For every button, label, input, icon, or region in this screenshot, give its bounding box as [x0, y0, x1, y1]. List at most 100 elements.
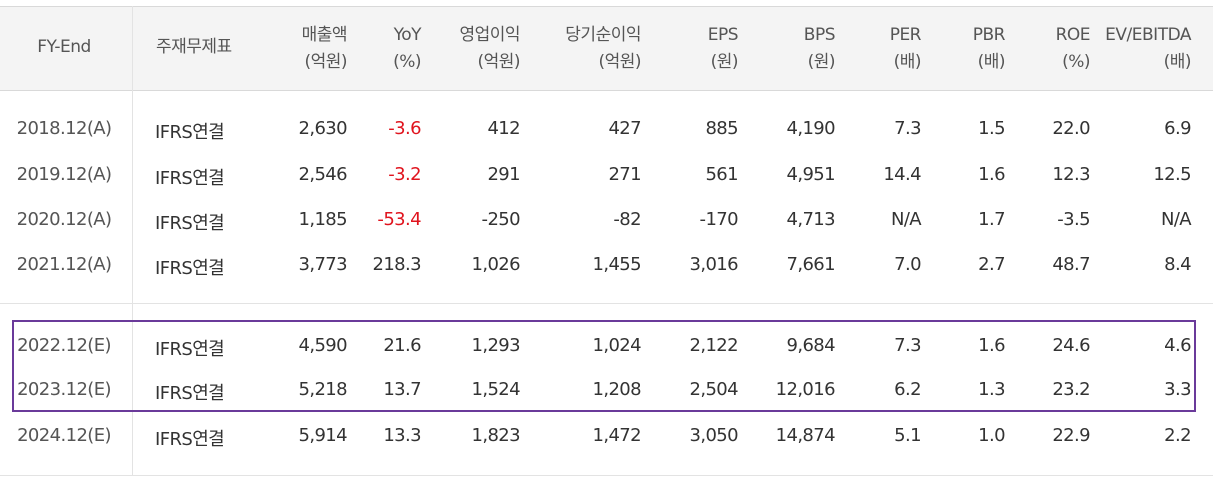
cell-roe: 23.2 [1052, 379, 1090, 400]
header-unit: (%) [1062, 52, 1090, 72]
cell-per: 14.4 [883, 164, 921, 185]
cell-fy-end: 2022.12(E) [17, 335, 111, 356]
header-operating-profit: 영업이익 (억원) [459, 22, 520, 76]
header-unit: (%) [393, 52, 421, 72]
cell-pbr: 1.3 [978, 379, 1005, 400]
cell-yoy: 13.7 [383, 379, 421, 400]
cell-bps: 9,684 [786, 335, 835, 356]
cell-per: 7.3 [894, 335, 921, 356]
cell-revenue: 2,546 [298, 164, 347, 185]
header-per: PER (배) [889, 22, 922, 76]
cell-roe: -3.5 [1057, 209, 1090, 230]
header-label: PER [889, 25, 922, 45]
cell-pbr: 1.0 [978, 425, 1005, 446]
header-label: 당기순이익 [565, 25, 641, 45]
header-label: EPS [707, 25, 739, 45]
cell-bps: 4,951 [786, 164, 835, 185]
header-net-income: 당기순이익 (억원) [565, 22, 641, 76]
cell-yoy: -3.2 [388, 164, 421, 185]
header-ev-ebitda: EV/EBITDA (배) [1105, 22, 1191, 76]
cell-eps: 2,504 [689, 379, 738, 400]
cell-operating-profit: 1,293 [471, 335, 520, 356]
header-unit: (억원) [598, 52, 641, 72]
cell-yoy: 21.6 [383, 335, 421, 356]
cell-pbr: 1.5 [978, 118, 1005, 139]
header-fy-end: FY-End [9, 34, 119, 61]
cell-statement: IFRS연결 [155, 213, 225, 234]
cell-per: 6.2 [894, 379, 921, 400]
cell-ev-ebitda: 12.5 [1153, 164, 1191, 185]
cell-operating-profit: 1,524 [471, 379, 520, 400]
cell-fy-end: 2018.12(A) [16, 118, 112, 139]
cell-statement: IFRS연결 [155, 168, 225, 189]
header-yoy: YoY (%) [393, 22, 421, 76]
cell-roe: 22.9 [1052, 425, 1090, 446]
cell-pbr: 2.7 [978, 254, 1005, 275]
cell-yoy: 13.3 [383, 425, 421, 446]
cell-net-income: 1,024 [592, 335, 641, 356]
estimate-highlight-box [12, 320, 1196, 412]
cell-fy-end: 2021.12(A) [16, 254, 112, 275]
cell-statement: IFRS연결 [155, 258, 225, 279]
header-unit: (원) [807, 52, 836, 72]
cell-ev-ebitda: 2.2 [1164, 425, 1191, 446]
header-eps: EPS (원) [707, 22, 739, 76]
header-statement: 주재무제표 [156, 34, 232, 61]
header-label: ROE [1055, 25, 1091, 45]
table-header [0, 6, 1213, 91]
header-unit: (배) [977, 52, 1006, 72]
cell-ev-ebitda: 6.9 [1164, 118, 1191, 139]
header-label: BPS [803, 25, 836, 45]
cell-statement: IFRS연결 [155, 383, 225, 404]
cell-operating-profit: -250 [481, 209, 521, 230]
cell-operating-profit: 1,026 [471, 254, 520, 275]
cell-net-income: 1,208 [592, 379, 641, 400]
cell-ev-ebitda: N/A [1160, 209, 1192, 230]
cell-bps: 4,190 [786, 118, 835, 139]
cell-per: N/A [890, 209, 922, 230]
cell-revenue: 4,590 [298, 335, 347, 356]
header-unit: (원) [710, 52, 739, 72]
cell-eps: -170 [699, 209, 739, 230]
cell-bps: 14,874 [775, 425, 836, 446]
cell-revenue: 2,630 [298, 118, 347, 139]
cell-pbr: 1.6 [978, 335, 1005, 356]
cell-revenue: 1,185 [298, 209, 347, 230]
header-label: FY-End [37, 37, 91, 57]
cell-statement: IFRS연결 [155, 339, 225, 360]
cell-pbr: 1.7 [978, 209, 1005, 230]
header-roe: ROE (%) [1055, 22, 1091, 76]
cell-ev-ebitda: 8.4 [1164, 254, 1191, 275]
cell-statement: IFRS연결 [155, 429, 225, 450]
cell-eps: 561 [705, 164, 738, 185]
header-pbr: PBR (배) [973, 22, 1006, 76]
cell-eps: 885 [705, 118, 738, 139]
header-bps: BPS (원) [803, 22, 836, 76]
cell-bps: 7,661 [786, 254, 835, 275]
header-unit: (억원) [304, 52, 347, 72]
column-divider [132, 6, 133, 476]
cell-net-income: 427 [608, 118, 641, 139]
cell-net-income: 1,455 [592, 254, 641, 275]
cell-fy-end: 2023.12(E) [17, 379, 111, 400]
cell-operating-profit: 412 [487, 118, 520, 139]
header-label: YoY [393, 25, 422, 45]
header-unit: (억원) [477, 52, 520, 72]
header-unit: (배) [1163, 52, 1192, 72]
cell-per: 5.1 [894, 425, 921, 446]
cell-net-income: 271 [608, 164, 641, 185]
cell-net-income: -82 [613, 209, 641, 230]
cell-roe: 48.7 [1052, 254, 1090, 275]
cell-roe: 22.0 [1052, 118, 1090, 139]
header-label: 영업이익 [459, 25, 520, 45]
cell-bps: 4,713 [786, 209, 835, 230]
cell-revenue: 5,218 [298, 379, 347, 400]
cell-revenue: 3,773 [298, 254, 347, 275]
cell-fy-end: 2020.12(A) [16, 209, 112, 230]
cell-statement: IFRS연결 [155, 122, 225, 143]
cell-net-income: 1,472 [592, 425, 641, 446]
cell-pbr: 1.6 [978, 164, 1005, 185]
cell-roe: 24.6 [1052, 335, 1090, 356]
cell-ev-ebitda: 4.6 [1164, 335, 1191, 356]
